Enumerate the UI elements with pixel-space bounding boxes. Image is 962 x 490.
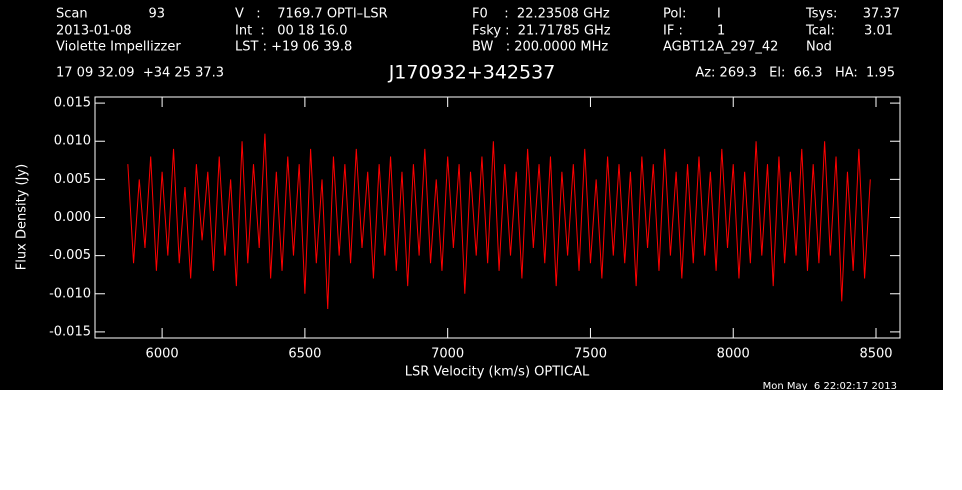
header-text: 2013-01-08 — [56, 24, 132, 39]
header-text: Tsys: — [805, 7, 837, 22]
header-text: Fsky : 21.71785 GHz — [472, 24, 611, 39]
y-tick-label: -0.015 — [49, 324, 91, 339]
header-text: Az: 269.3 El: 66.3 HA: 1.95 — [695, 66, 895, 81]
header-text: Scan — [56, 7, 88, 22]
header-text: 3.01 — [864, 24, 893, 39]
chart-title: J170932+342537 — [388, 62, 556, 84]
header-text: I — [717, 7, 721, 22]
y-tick-label: 0.000 — [54, 210, 91, 225]
x-tick-label: 6000 — [146, 347, 179, 362]
header-text: IF : — [663, 24, 683, 39]
header-text: 17 09 32.09 +34 25 37.3 — [56, 66, 224, 81]
header-text: Nod — [806, 40, 832, 55]
header-text: V : 7169.7 OPTI–LSR — [235, 7, 388, 22]
header-text: F0 : 22.23508 GHz — [472, 7, 610, 22]
header-text: Violette Impellizzer — [56, 40, 181, 55]
y-tick-label: 0.015 — [54, 96, 91, 111]
header-text: 37.37 — [863, 7, 900, 22]
header-text: Int : 00 18 16.0 — [235, 24, 348, 39]
header-text: AGBT12A_297_42 — [663, 40, 778, 55]
x-tick-label: 8500 — [859, 347, 892, 362]
spectrum-line — [127, 133, 871, 310]
header-text: BW : 200.0000 MHz — [472, 40, 608, 55]
x-tick-label: 7000 — [431, 347, 464, 362]
y-tick-label: -0.010 — [49, 286, 91, 301]
y-tick-label: 0.005 — [54, 172, 91, 187]
y-tick-label: 0.010 — [54, 134, 91, 149]
plot-background — [0, 0, 943, 390]
x-tick-label: 7500 — [574, 347, 607, 362]
header-text: 93 — [148, 7, 165, 22]
header-text: Mon May 6 22:02:17 2013 — [763, 381, 897, 392]
x-tick-label: 6500 — [288, 347, 321, 362]
y-tick-label: -0.005 — [49, 248, 91, 263]
header-text: LST : +19 06 39.8 — [235, 40, 352, 55]
x-tick-label: 8000 — [717, 347, 750, 362]
header-text: Tcal: — [805, 24, 835, 39]
y-axis-label: Flux Density (Jy) — [15, 164, 30, 270]
x-axis-label: LSR Velocity (km/s) OPTICAL — [405, 365, 590, 380]
header-text: 1 — [717, 24, 725, 39]
header-text: Pol: — [663, 7, 686, 22]
